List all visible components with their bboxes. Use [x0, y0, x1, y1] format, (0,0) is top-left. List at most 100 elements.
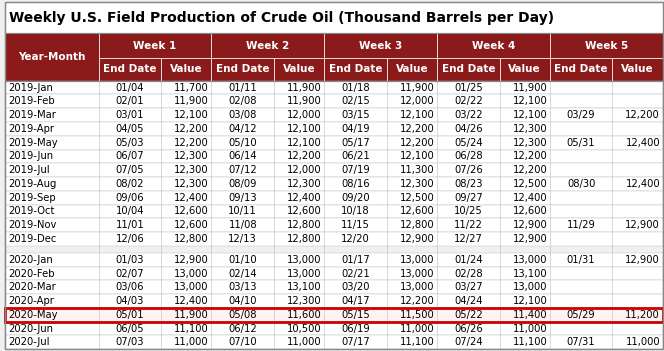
- Text: 12,100: 12,100: [400, 110, 434, 120]
- Text: Value: Value: [283, 64, 315, 74]
- Text: 09/27: 09/27: [454, 193, 483, 203]
- Text: 03/08: 03/08: [228, 110, 257, 120]
- Text: 12,500: 12,500: [513, 179, 547, 189]
- Text: Week 1: Week 1: [133, 41, 177, 51]
- Text: 08/30: 08/30: [567, 179, 596, 189]
- Text: 13,100: 13,100: [287, 282, 321, 292]
- FancyBboxPatch shape: [437, 58, 499, 81]
- Text: 10,500: 10,500: [287, 324, 321, 333]
- FancyBboxPatch shape: [5, 108, 663, 122]
- Text: 11,900: 11,900: [174, 97, 208, 106]
- Text: 02/21: 02/21: [341, 269, 370, 279]
- Text: 02/22: 02/22: [454, 97, 483, 106]
- Text: 12,600: 12,600: [513, 206, 547, 217]
- Text: 12,900: 12,900: [400, 234, 434, 244]
- Text: 2019-Jul: 2019-Jul: [9, 165, 50, 175]
- Text: 2020-Jul: 2020-Jul: [9, 337, 50, 347]
- Text: 01/31: 01/31: [567, 255, 596, 265]
- Text: 03/15: 03/15: [341, 110, 370, 120]
- FancyBboxPatch shape: [5, 136, 663, 150]
- Text: 12,200: 12,200: [625, 110, 660, 120]
- FancyBboxPatch shape: [5, 336, 663, 349]
- Text: 11,100: 11,100: [174, 324, 208, 333]
- Text: 12,000: 12,000: [287, 165, 321, 175]
- Text: 11,900: 11,900: [513, 82, 547, 93]
- FancyBboxPatch shape: [5, 191, 663, 205]
- FancyBboxPatch shape: [274, 58, 324, 81]
- Text: 12,200: 12,200: [513, 165, 547, 175]
- Text: 12,300: 12,300: [174, 151, 208, 161]
- Text: 08/16: 08/16: [341, 179, 370, 189]
- FancyBboxPatch shape: [5, 94, 663, 108]
- Text: 12,200: 12,200: [174, 138, 208, 148]
- Text: 2019-Mar: 2019-Mar: [9, 110, 56, 120]
- FancyBboxPatch shape: [5, 232, 663, 246]
- Text: 03/13: 03/13: [228, 282, 257, 292]
- Text: 12,200: 12,200: [400, 296, 434, 306]
- Text: 07/10: 07/10: [228, 337, 257, 347]
- FancyBboxPatch shape: [99, 58, 161, 81]
- Text: 11,100: 11,100: [400, 337, 434, 347]
- FancyBboxPatch shape: [5, 33, 99, 81]
- Text: 08/09: 08/09: [228, 179, 257, 189]
- FancyBboxPatch shape: [211, 33, 324, 58]
- Text: 12,300: 12,300: [400, 179, 434, 189]
- Text: 08/23: 08/23: [454, 179, 483, 189]
- FancyBboxPatch shape: [161, 58, 211, 81]
- FancyBboxPatch shape: [5, 2, 663, 33]
- Text: 06/26: 06/26: [454, 324, 483, 333]
- Text: 06/14: 06/14: [228, 151, 257, 161]
- Text: 2019-Oct: 2019-Oct: [9, 206, 55, 217]
- Text: Week 4: Week 4: [472, 41, 515, 51]
- Text: 12/27: 12/27: [454, 234, 483, 244]
- Text: 12,200: 12,200: [287, 151, 321, 161]
- Text: 11/15: 11/15: [341, 220, 370, 230]
- Text: Year-Month: Year-Month: [19, 52, 86, 62]
- Text: 11/29: 11/29: [566, 220, 596, 230]
- Text: 03/01: 03/01: [116, 110, 144, 120]
- Text: 07/26: 07/26: [454, 165, 483, 175]
- Text: 04/17: 04/17: [341, 296, 370, 306]
- FancyBboxPatch shape: [5, 163, 663, 177]
- Text: 11,900: 11,900: [287, 82, 321, 93]
- Text: 12,300: 12,300: [174, 179, 208, 189]
- Text: 03/22: 03/22: [454, 110, 483, 120]
- Text: 2019-Apr: 2019-Apr: [9, 124, 54, 134]
- Text: 12,400: 12,400: [513, 193, 547, 203]
- Text: 05/24: 05/24: [454, 138, 483, 148]
- Text: End Date: End Date: [442, 64, 495, 74]
- FancyBboxPatch shape: [5, 177, 663, 191]
- Text: 12,900: 12,900: [625, 220, 660, 230]
- FancyBboxPatch shape: [324, 58, 386, 81]
- Text: 12,500: 12,500: [400, 193, 434, 203]
- Text: 11/01: 11/01: [116, 220, 144, 230]
- Text: 2020-May: 2020-May: [9, 310, 58, 320]
- Text: 07/05: 07/05: [116, 165, 144, 175]
- Text: 12/13: 12/13: [228, 234, 257, 244]
- Text: 05/01: 05/01: [116, 310, 144, 320]
- FancyBboxPatch shape: [499, 58, 550, 81]
- Text: 12,300: 12,300: [513, 124, 547, 134]
- Text: 10/04: 10/04: [116, 206, 144, 217]
- Text: End Date: End Date: [216, 64, 270, 74]
- Text: End Date: End Date: [554, 64, 608, 74]
- Text: 11/08: 11/08: [228, 220, 257, 230]
- Text: 12,400: 12,400: [625, 179, 660, 189]
- Text: 13,000: 13,000: [513, 282, 547, 292]
- FancyBboxPatch shape: [5, 81, 663, 94]
- Text: 12,800: 12,800: [400, 220, 434, 230]
- Text: 11,900: 11,900: [400, 82, 434, 93]
- Text: 12,900: 12,900: [513, 220, 547, 230]
- Text: 11,900: 11,900: [174, 310, 208, 320]
- Text: 02/28: 02/28: [454, 269, 483, 279]
- Text: 09/20: 09/20: [341, 193, 370, 203]
- FancyBboxPatch shape: [324, 33, 437, 58]
- FancyBboxPatch shape: [550, 33, 663, 58]
- Text: 2019-Nov: 2019-Nov: [9, 220, 57, 230]
- FancyBboxPatch shape: [612, 58, 663, 81]
- Text: Value: Value: [622, 64, 654, 74]
- Text: 04/24: 04/24: [454, 296, 483, 306]
- FancyBboxPatch shape: [5, 218, 663, 232]
- Text: 11,900: 11,900: [287, 97, 321, 106]
- Text: 11,700: 11,700: [174, 82, 208, 93]
